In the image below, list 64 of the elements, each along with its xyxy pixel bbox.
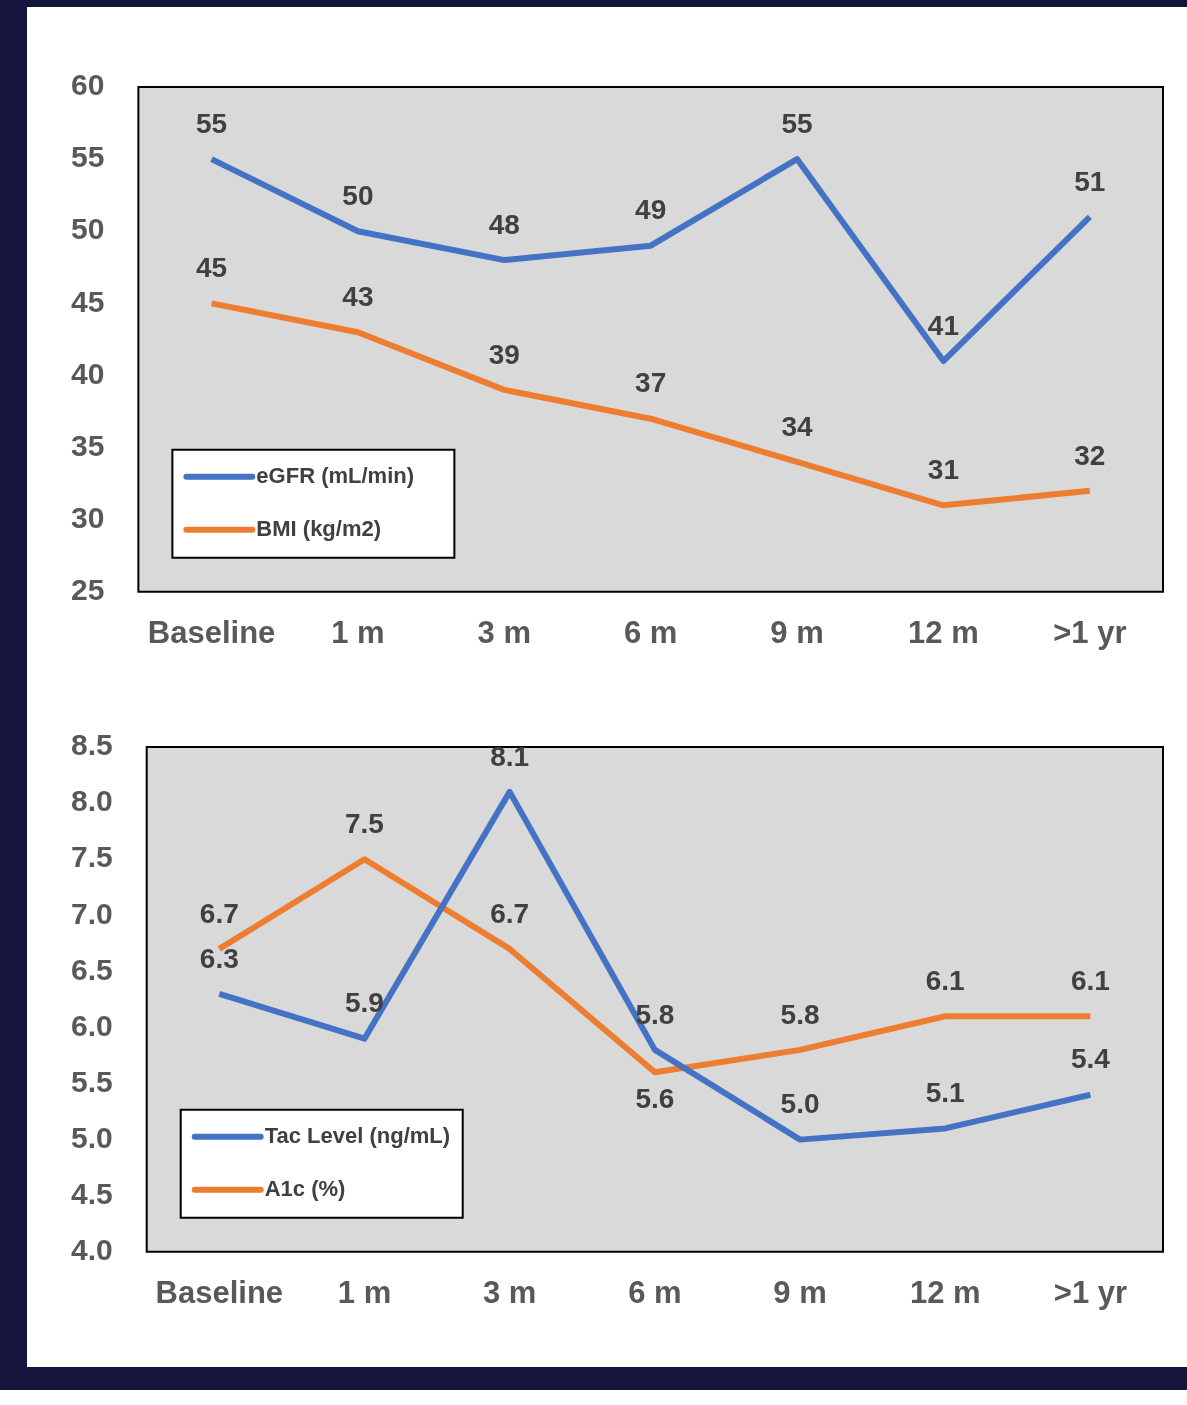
data-label: 43 xyxy=(342,280,374,312)
x-tick-label: 3 m xyxy=(482,1274,537,1310)
y-tick-label: 8.5 xyxy=(70,728,113,762)
y-tick-label: 35 xyxy=(70,428,105,462)
data-label: 37 xyxy=(635,367,667,399)
y-tick-label: 6.5 xyxy=(70,952,113,986)
data-label: 31 xyxy=(927,453,960,485)
data-label: 8.1 xyxy=(490,740,530,772)
data-label: 6.1 xyxy=(925,964,965,996)
x-tick-label: 12 m xyxy=(908,614,979,650)
data-label: 5.0 xyxy=(780,1088,820,1120)
data-label: 55 xyxy=(195,107,228,139)
legend-label: BMI (kg/m2) xyxy=(256,515,382,541)
data-label: 50 xyxy=(342,179,374,211)
x-tick-label: 1 m xyxy=(337,1274,392,1310)
x-tick-label: Baseline xyxy=(147,614,276,650)
y-tick-label: 30 xyxy=(70,500,105,534)
data-label: 49 xyxy=(635,194,667,226)
data-label: 5.9 xyxy=(345,987,384,1019)
y-tick-label: 40 xyxy=(70,356,105,390)
data-label: 5.1 xyxy=(925,1077,965,1109)
data-label: 34 xyxy=(781,410,814,442)
data-label: 6.1 xyxy=(1070,964,1110,996)
y-tick-label: 55 xyxy=(70,140,105,174)
y-tick-label: 60 xyxy=(70,68,105,102)
y-tick-label: 4.0 xyxy=(70,1233,113,1267)
data-label: 55 xyxy=(781,107,813,139)
data-label: 41 xyxy=(927,309,960,341)
data-label: 6.7 xyxy=(199,897,239,929)
y-tick-label: 7.5 xyxy=(70,840,113,874)
y-tick-label: 4.5 xyxy=(70,1176,113,1210)
data-label: 5.8 xyxy=(780,998,820,1030)
legend-label: eGFR (mL/min) xyxy=(256,462,415,488)
y-tick-label: 6.0 xyxy=(70,1008,113,1042)
data-label: 51 xyxy=(1074,165,1106,197)
data-label: 5.4 xyxy=(1070,1043,1111,1075)
data-label: 6.7 xyxy=(490,897,530,929)
data-label: 5.6 xyxy=(635,1083,675,1115)
x-tick-label: 6 m xyxy=(628,1274,682,1310)
x-tick-label: 1 m xyxy=(331,614,385,650)
legend-label: A1c (%) xyxy=(264,1175,346,1201)
data-label: 6.3 xyxy=(199,942,239,974)
y-tick-label: 8.0 xyxy=(70,784,113,818)
x-tick-label: 6 m xyxy=(623,614,678,650)
y-tick-label: 50 xyxy=(70,212,105,246)
x-tick-label: >1 yr xyxy=(1053,1274,1128,1310)
x-tick-label: 9 m xyxy=(770,614,824,650)
data-label: 39 xyxy=(488,338,520,370)
x-tick-label: 12 m xyxy=(909,1274,981,1310)
x-tick-label: Baseline xyxy=(155,1274,284,1310)
data-label: 45 xyxy=(195,252,228,284)
x-tick-label: 3 m xyxy=(477,614,532,650)
x-tick-label: >1 yr xyxy=(1053,614,1127,650)
y-tick-label: 5.5 xyxy=(70,1064,113,1098)
y-tick-label: 25 xyxy=(70,573,105,607)
y-tick-label: 5.0 xyxy=(70,1120,113,1154)
data-label: 32 xyxy=(1074,439,1106,471)
data-label: 5.8 xyxy=(635,998,675,1030)
y-tick-label: 7.0 xyxy=(70,896,113,930)
data-label: 48 xyxy=(488,208,520,240)
x-tick-label: 9 m xyxy=(773,1274,827,1310)
data-label: 7.5 xyxy=(345,807,384,839)
y-tick-label: 45 xyxy=(70,284,105,318)
legend-label: Tac Level (ng/mL) xyxy=(264,1122,451,1148)
